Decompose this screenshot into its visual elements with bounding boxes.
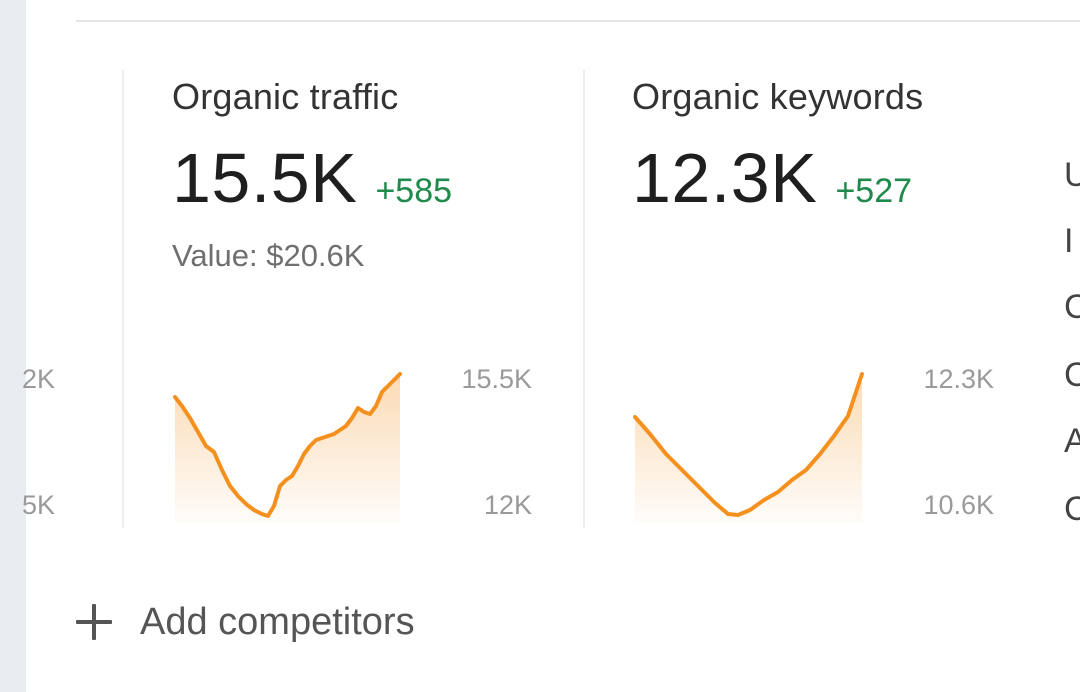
organic-keywords-sparkline <box>633 372 864 522</box>
cutoff-label: U <box>1064 156 1080 194</box>
organic-traffic-sparkline <box>173 372 402 522</box>
add-competitors-label: Add competitors <box>140 600 415 643</box>
metric-change: +585 <box>375 172 453 210</box>
sparkline-line <box>633 372 864 517</box>
left-chart-axis-top: 2K <box>22 364 56 394</box>
add-competitors-button[interactable]: Add competitors <box>76 596 415 648</box>
sparkline-axis-top: 15.5K <box>461 364 532 394</box>
metric-title: Organic keywords <box>632 76 924 117</box>
metric-value: 12.3K <box>632 139 818 217</box>
sparkline-line <box>173 372 402 518</box>
cutoff-label: C <box>1064 490 1080 528</box>
metric-title: Organic traffic <box>172 76 399 117</box>
cutoff-label: A <box>1064 422 1080 460</box>
metric-value-row: 12.3K +527 <box>632 138 912 218</box>
sparkline-area <box>635 374 862 522</box>
sparkline-axis-top: 12.3K <box>923 364 994 394</box>
metric-change: +527 <box>835 172 913 210</box>
cutoff-label: C <box>1064 356 1080 394</box>
column-divider <box>583 70 585 528</box>
left-chart-axis-bottom: 5K <box>22 490 56 520</box>
sparkline-axis-bottom: 12K <box>483 490 532 520</box>
cutoff-label: C <box>1064 288 1080 326</box>
column-divider <box>122 70 124 528</box>
metric-value: 15.5K <box>172 139 358 217</box>
sparkline-axis-bottom: 10.6K <box>923 490 994 520</box>
top-divider <box>76 20 1080 22</box>
sparkline-area <box>175 374 400 522</box>
traffic-value: Value: $20.6K <box>172 238 365 273</box>
left-panel-edge <box>0 0 26 692</box>
plus-icon <box>76 604 112 640</box>
cutoff-label: I <box>1064 222 1074 260</box>
metric-value-row: 15.5K +585 <box>172 138 452 218</box>
